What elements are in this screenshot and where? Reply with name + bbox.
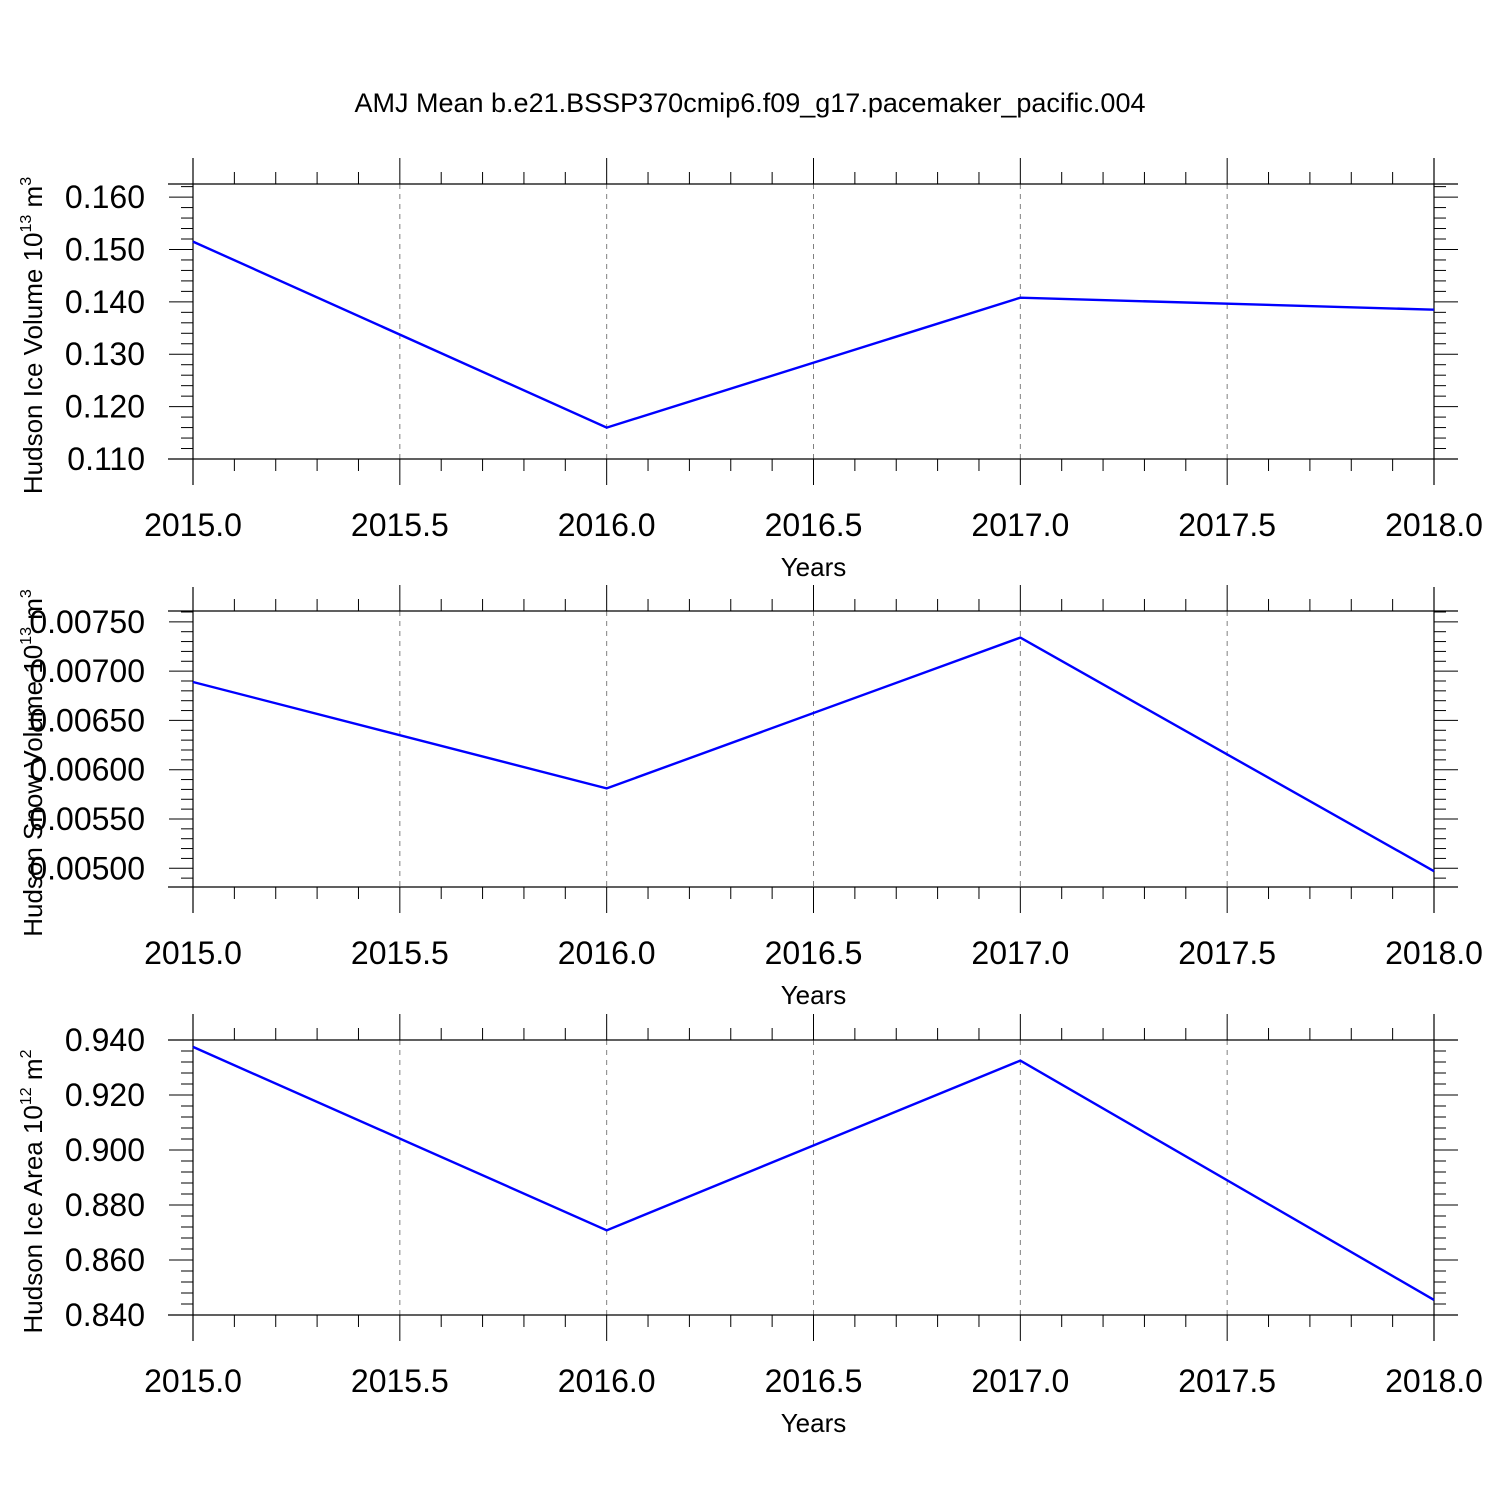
x-tick-label: 2015.0 xyxy=(144,935,242,971)
x-tick-label: 2017.0 xyxy=(971,1363,1069,1399)
x-tick-label: 2015.0 xyxy=(144,507,242,543)
chart-panel-2: 2015.0 2015.5 2016.0 2016.5 2017.0 2017.5 2018… xyxy=(18,585,1483,1010)
x-tick-label: 2016.0 xyxy=(558,1363,656,1399)
chart-panel-1: 2015.0 2015.5 2016.0 2016.5 2017.0 2017.5 2018… xyxy=(18,158,1483,582)
x-axis-label: Years xyxy=(781,1408,847,1438)
x-tick-label: 2015.0 xyxy=(144,1363,242,1399)
x-tick-label: 2017.0 xyxy=(971,507,1069,543)
x-axis-label: Years xyxy=(781,552,847,582)
x-tick-label: 2018.0 xyxy=(1385,935,1483,971)
y-tick-label: 0.880 xyxy=(65,1187,145,1223)
y-tick-label: 0.150 xyxy=(65,231,145,267)
x-tick-label: 2016.5 xyxy=(765,507,863,543)
x-tick-label: 2017.5 xyxy=(1178,1363,1276,1399)
x-tick-label: 2015.5 xyxy=(351,935,449,971)
y-tick-label: 0.120 xyxy=(65,389,145,425)
y-tick-label: 0.140 xyxy=(65,284,145,320)
x-tick-label: 2016.5 xyxy=(765,935,863,971)
y-tick-label: 0.940 xyxy=(65,1022,145,1058)
y-axis-label: Hudson Snow Volume 1013 m3 xyxy=(18,589,48,937)
y-tick-label: 0.130 xyxy=(65,336,145,372)
x-tick-label: 2016.0 xyxy=(558,507,656,543)
y-tick-label: 0.840 xyxy=(65,1297,145,1333)
y-tick-label: 0.860 xyxy=(65,1242,145,1278)
y-tick-label: 0.920 xyxy=(65,1077,145,1113)
chart-title: AMJ Mean b.e21.BSSP370cmip6.f09_g17.pace… xyxy=(355,88,1146,118)
y-axis-label: Hudson Ice Volume 1013 m3 xyxy=(18,177,48,494)
x-tick-label: 2015.5 xyxy=(351,1363,449,1399)
y-tick-label: 0.900 xyxy=(65,1132,145,1168)
x-tick-label: 2018.0 xyxy=(1385,1363,1483,1399)
y-tick-label: 0.160 xyxy=(65,179,145,215)
x-tick-label: 2015.5 xyxy=(351,507,449,543)
x-tick-label: 2018.0 xyxy=(1385,507,1483,543)
y-tick-label: 0.110 xyxy=(67,441,145,477)
y-axis-label: Hudson Ice Area 1012 m2 xyxy=(18,1049,48,1333)
x-tick-label: 2016.5 xyxy=(765,1363,863,1399)
x-tick-label: 2016.0 xyxy=(558,935,656,971)
x-tick-label: 2017.5 xyxy=(1178,507,1276,543)
chart-panel-3: 2015.0 2015.5 2016.0 2016.5 2017.0 2017.5 2018… xyxy=(18,1014,1483,1438)
x-axis-label: Years xyxy=(781,980,847,1010)
x-tick-label: 2017.0 xyxy=(971,935,1069,971)
x-tick-label: 2017.5 xyxy=(1178,935,1276,971)
